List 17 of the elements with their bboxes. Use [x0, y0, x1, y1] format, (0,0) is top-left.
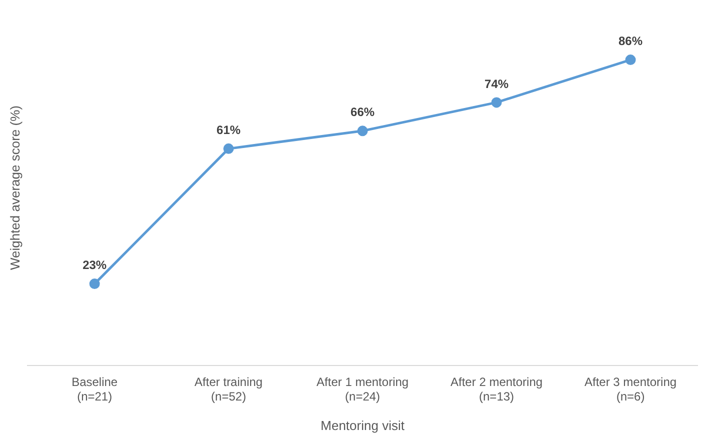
x-tick-label: After training (n=52) — [194, 375, 263, 404]
x-axis-title: Mentoring visit — [320, 418, 405, 433]
point — [491, 97, 502, 108]
data-label: 23% — [82, 258, 107, 272]
y-axis-title: Weighted average score (%) — [7, 106, 22, 270]
x-tick-label: After 2 mentoring (n=13) — [450, 375, 543, 404]
x-tick-label: Baseline (n=21) — [72, 375, 118, 404]
point — [223, 143, 234, 154]
data-label: 66% — [350, 105, 375, 120]
data-label: 61% — [216, 122, 241, 137]
point — [357, 126, 368, 136]
data-label: 74% — [484, 76, 509, 91]
point — [89, 278, 100, 290]
x-tick-label: After 1 mentoring (n=24) — [316, 375, 409, 404]
data-label: 86% — [618, 34, 643, 48]
x-tick-label: After 3 mentoring (n=6) — [584, 375, 677, 404]
point — [625, 54, 636, 66]
